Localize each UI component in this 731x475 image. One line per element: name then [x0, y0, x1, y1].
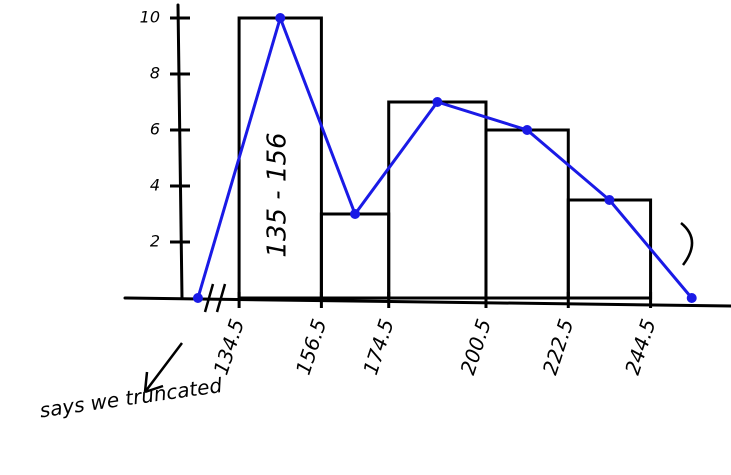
polygon-point	[522, 125, 532, 135]
bar	[321, 214, 388, 298]
bar	[568, 200, 650, 298]
polygon-point	[193, 293, 203, 303]
page: {"chart_data": {"type": "histogram", "bi…	[0, 0, 731, 475]
polygon-point	[604, 195, 614, 205]
y-tick-label: 10	[140, 8, 160, 27]
polygon-point	[687, 293, 697, 303]
x-tick-label: 200.5	[455, 316, 496, 378]
bar	[389, 102, 486, 298]
polygon-point	[350, 209, 360, 219]
x-tick-label: 222.5	[538, 316, 579, 378]
polygon-point	[432, 97, 442, 107]
annotation: says we truncated	[38, 373, 224, 422]
chart: 135 - 156 says we truncated 2 4 6 8 10 134.5 1…	[0, 0, 731, 475]
y-tick-label: 6	[150, 120, 160, 139]
y-tick-label: 2	[150, 232, 160, 251]
y-tick-label: 8	[150, 64, 160, 83]
x-tick-label: 174.5	[358, 316, 399, 378]
bracket	[681, 223, 692, 265]
x-tick-label: 156.5	[291, 316, 332, 378]
polygon-point	[275, 13, 285, 23]
x-tick-label: 134.5	[209, 316, 250, 378]
y-tick-label: 4	[150, 176, 160, 195]
annotation: 135 - 156	[263, 132, 293, 257]
y-axis	[178, 5, 182, 298]
x-tick-label: 244.5	[620, 316, 661, 378]
